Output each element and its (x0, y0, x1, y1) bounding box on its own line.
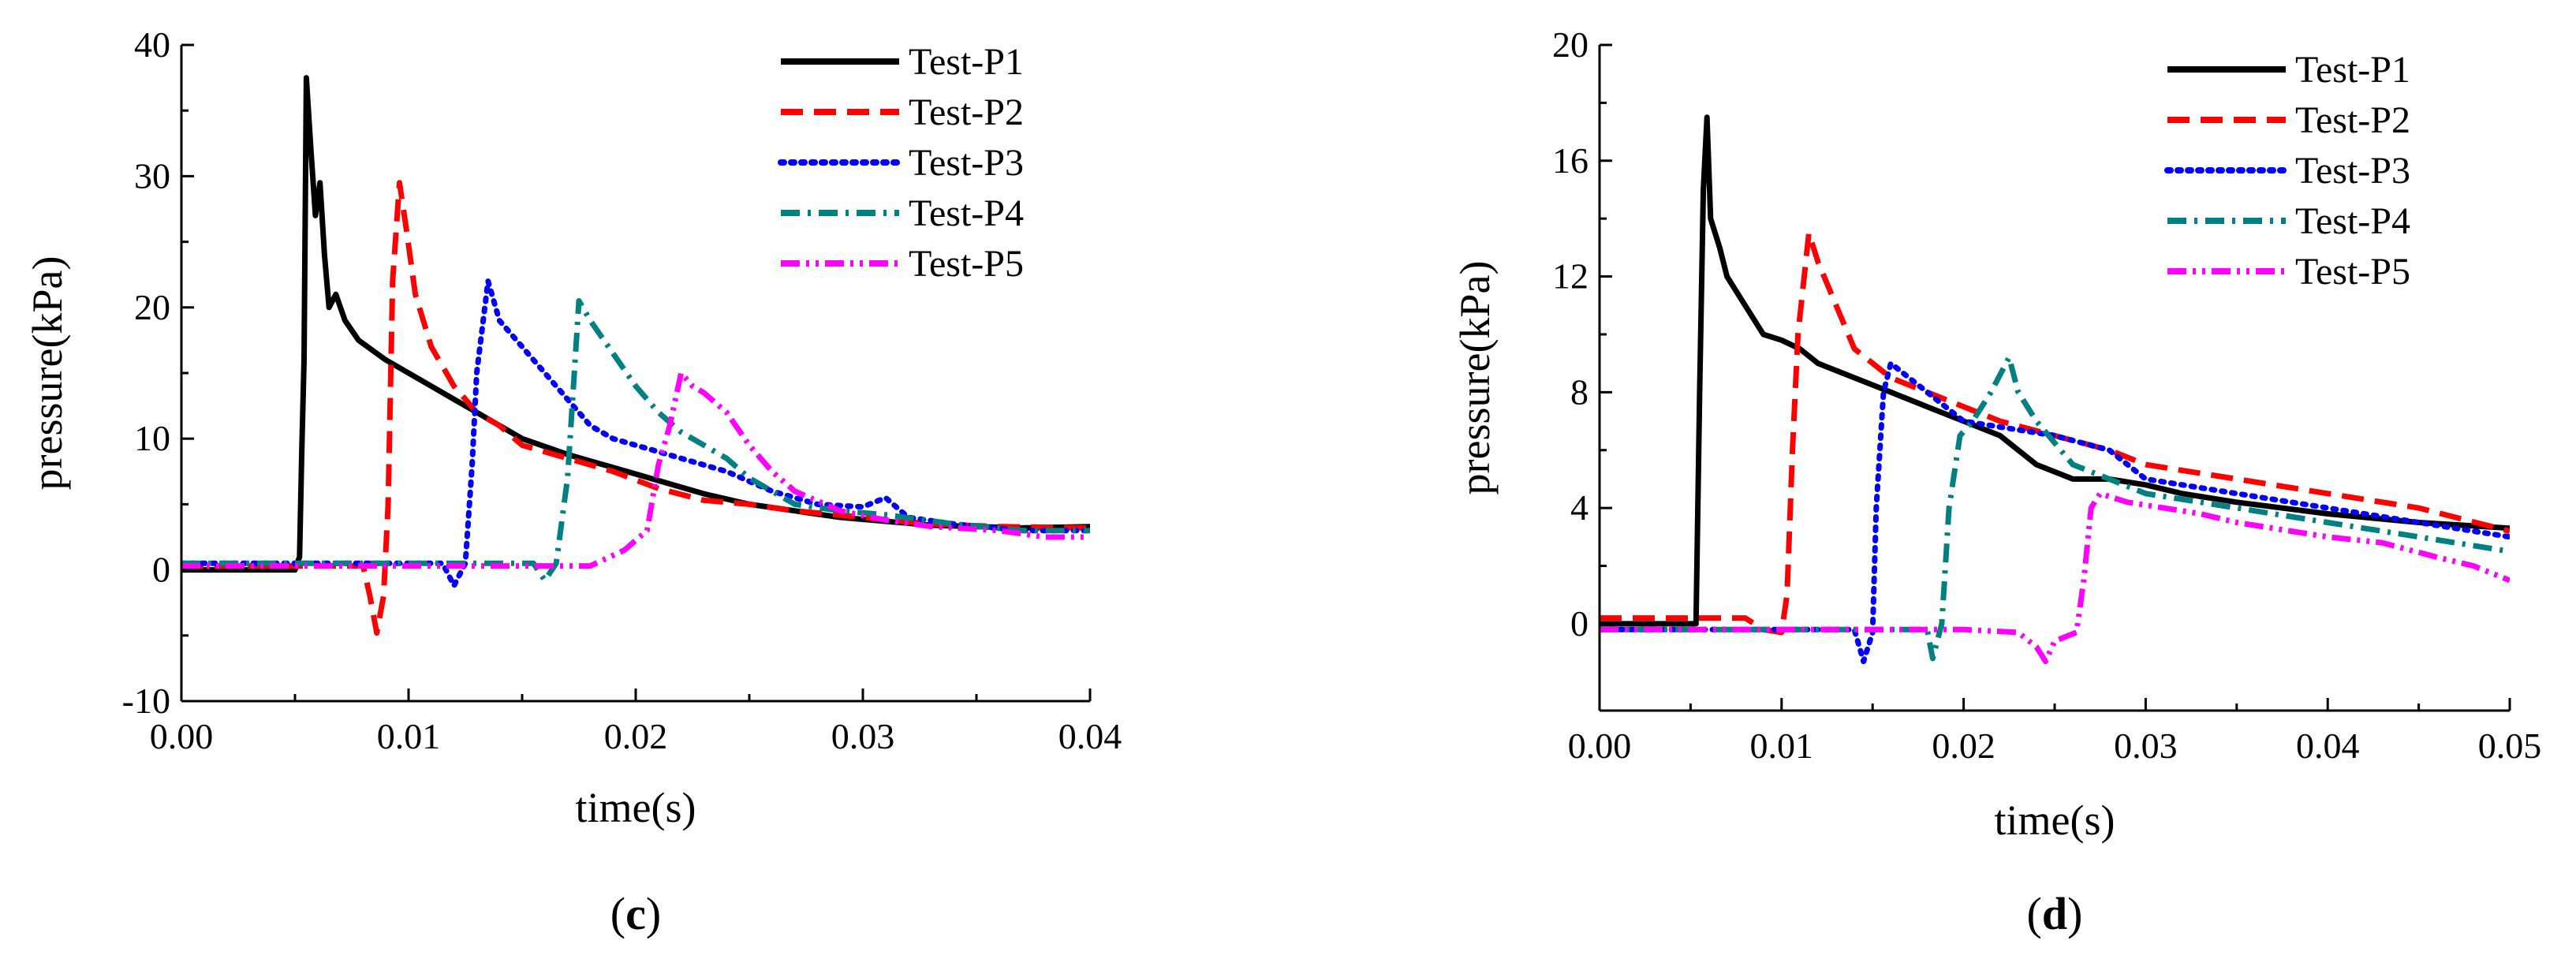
y-axis-title: pressure(kPa) (1451, 261, 1499, 495)
y-tick-label: 8 (1570, 371, 1589, 412)
series-line-test-p4 (181, 298, 1090, 584)
panel-label: (c) (610, 888, 661, 939)
x-tick-label: 0.04 (1058, 716, 1122, 756)
y-axis-title: pressure(kPa) (24, 256, 71, 491)
legend-label: Test-P1 (2295, 49, 2410, 91)
x-axis-title: time(s) (1995, 797, 2115, 844)
chart-panel-c: 0.00 0.01 0.02 0.03 0.04 -10 0 10 20 30 40 time(s) p… (24, 24, 1122, 939)
x-tick-label: 0.05 (2478, 726, 2542, 766)
x-tick-label: 0.00 (1568, 726, 1632, 766)
legend-label: Test-P3 (909, 142, 1024, 184)
x-tick-label: 0.01 (377, 716, 441, 756)
panel-label: (d) (2027, 888, 2083, 939)
series-line-test-p3 (1600, 360, 2510, 665)
y-tick-label: 0 (152, 550, 170, 590)
x-tick-label: 0.03 (2114, 726, 2178, 766)
legend-label: Test-P2 (909, 91, 1024, 133)
x-tick-label: 0.02 (1932, 726, 1995, 766)
series-line-test-p5 (1600, 491, 2510, 665)
x-axis-title: time(s) (576, 784, 696, 831)
legend: Test-P1 Test-P2 Test-P3 Test-P4 Test-P5 (778, 41, 1024, 285)
y-tick-label: 16 (1552, 140, 1589, 181)
legend-label: Test-P3 (2295, 150, 2410, 192)
y-tick-label: 0 (1570, 603, 1589, 644)
legend: Test-P1 Test-P2 Test-P3 Test-P4 Test-P5 (2164, 49, 2410, 293)
x-tick-label: 0.01 (1750, 726, 1814, 766)
x-tick-label: 0.03 (831, 716, 895, 756)
y-tick-label: -10 (122, 681, 170, 721)
y-tick-label: 12 (1552, 256, 1589, 297)
x-tick-label: 0.02 (604, 716, 668, 756)
y-tick-label: 20 (134, 287, 170, 327)
legend-label: Test-P1 (909, 41, 1024, 83)
series-line-test-p4 (1600, 354, 2510, 662)
x-tick-label: 0.00 (150, 716, 214, 756)
series-line-test-p1 (1600, 114, 2510, 627)
y-tick-label: 4 (1570, 487, 1589, 528)
y-tick-label: 20 (1552, 24, 1589, 65)
legend-label: Test-P4 (2295, 200, 2410, 242)
series-line-test-p1 (181, 75, 1090, 573)
x-tick-label: 0.04 (2296, 726, 2360, 766)
series-line-test-p2 (1600, 230, 2510, 636)
legend-label: Test-P2 (2295, 99, 2410, 141)
legend-label: Test-P5 (909, 243, 1024, 285)
y-tick-label: 40 (134, 24, 170, 65)
series-line-test-p3 (181, 278, 1090, 589)
y-tick-label: 10 (134, 418, 170, 458)
chart-panel-d: 0.00 0.01 0.02 0.03 0.04 0.05 0 4 8 12 16 20 time(s)… (1451, 24, 2541, 939)
series-line-test-p5 (181, 370, 1090, 569)
legend-label: Test-P4 (909, 192, 1024, 234)
y-tick-label: 30 (134, 155, 170, 196)
legend-label: Test-P5 (2295, 251, 2410, 293)
